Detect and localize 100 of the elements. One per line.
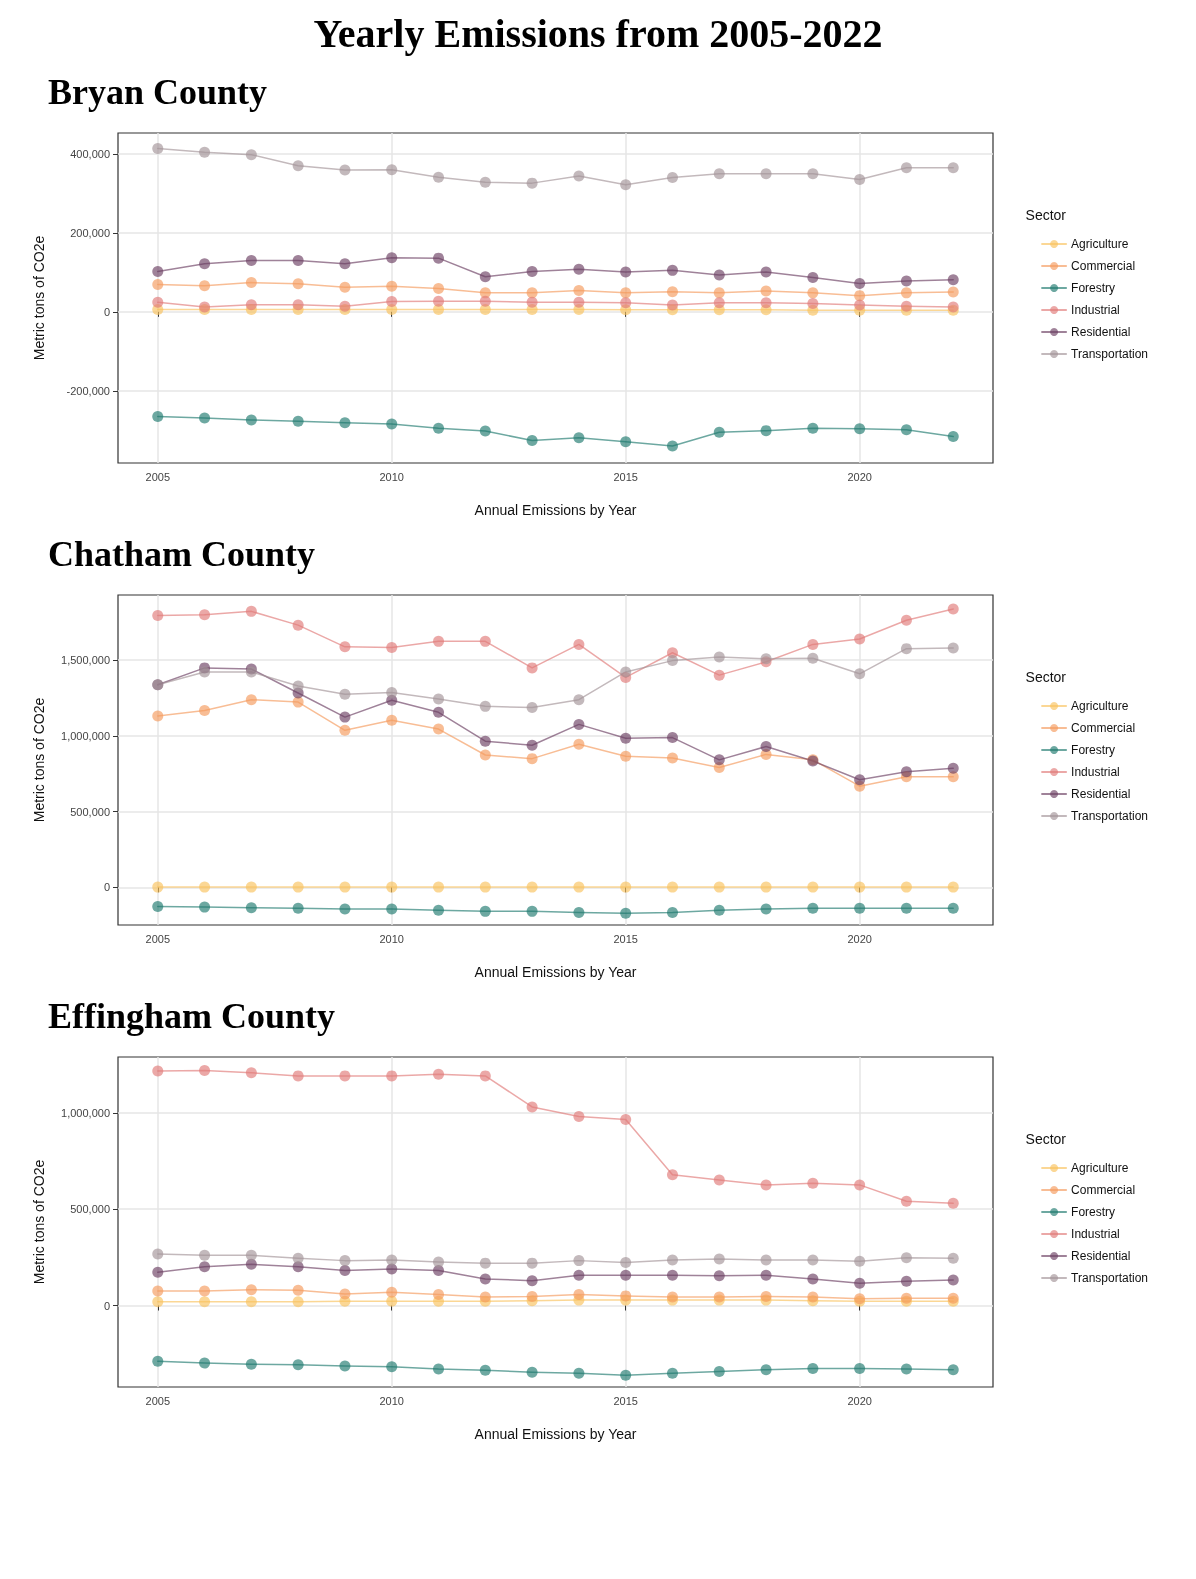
point xyxy=(666,286,678,298)
point xyxy=(713,669,725,681)
point xyxy=(573,432,585,444)
point xyxy=(152,1065,164,1077)
point xyxy=(199,258,211,270)
point xyxy=(666,655,678,667)
point xyxy=(479,295,491,307)
point xyxy=(152,1285,164,1297)
point xyxy=(292,619,304,631)
point xyxy=(245,277,257,289)
point xyxy=(807,1273,819,1285)
point xyxy=(152,901,164,913)
legend-label: Commercial xyxy=(1071,1183,1136,1197)
point xyxy=(292,1070,304,1082)
legend-label: Industrial xyxy=(1071,765,1120,779)
x-tick-label: 2005 xyxy=(145,1394,171,1407)
point xyxy=(620,666,632,678)
point xyxy=(900,300,912,312)
point xyxy=(760,297,772,309)
point xyxy=(900,766,912,778)
point xyxy=(573,285,585,296)
point xyxy=(526,435,538,446)
point xyxy=(947,642,959,654)
point xyxy=(433,1289,445,1301)
point xyxy=(433,706,445,718)
point xyxy=(152,1248,164,1260)
point xyxy=(152,266,164,278)
point xyxy=(947,881,959,893)
point xyxy=(386,164,398,176)
point xyxy=(947,902,959,914)
point xyxy=(666,1254,678,1266)
x-tick-label: 2005 xyxy=(145,470,171,483)
point xyxy=(713,287,725,299)
point xyxy=(339,258,351,270)
point xyxy=(900,614,912,626)
point xyxy=(807,638,819,650)
point xyxy=(386,252,398,264)
point xyxy=(433,283,445,295)
point xyxy=(479,881,491,893)
point xyxy=(573,263,585,275)
point xyxy=(199,1064,211,1076)
point xyxy=(386,1254,398,1266)
point xyxy=(573,1111,585,1123)
point xyxy=(339,711,351,723)
point xyxy=(573,718,585,730)
point xyxy=(386,881,398,893)
point xyxy=(479,1257,491,1269)
point xyxy=(666,172,678,184)
point xyxy=(760,881,772,893)
x-tick-label: 2015 xyxy=(613,470,638,483)
point xyxy=(666,881,678,893)
point xyxy=(807,1254,819,1266)
legend-label: Agriculture xyxy=(1071,1161,1129,1175)
y-tick-label: 500,000 xyxy=(70,805,110,818)
point xyxy=(152,710,164,722)
y-tick-label: 1,000,000 xyxy=(61,1106,110,1119)
point xyxy=(433,723,445,735)
point xyxy=(152,410,164,422)
point xyxy=(854,633,866,645)
point xyxy=(386,686,398,698)
y-tick-label: 0 xyxy=(103,881,110,894)
point xyxy=(245,149,257,161)
y-tick-label: 200,000 xyxy=(70,226,110,239)
point xyxy=(199,1249,211,1261)
point xyxy=(947,603,959,615)
point xyxy=(479,1364,491,1376)
point xyxy=(526,662,538,674)
point xyxy=(807,298,819,310)
point xyxy=(807,287,819,299)
y-tick-label: 1,500,000 xyxy=(61,654,110,666)
point xyxy=(199,412,211,424)
point xyxy=(292,902,304,914)
y-axis-title: Metric tons of CO2e xyxy=(31,697,47,823)
point xyxy=(386,1263,398,1275)
point xyxy=(900,424,912,436)
point xyxy=(854,290,866,302)
point xyxy=(713,881,725,893)
point xyxy=(620,436,632,448)
point xyxy=(433,1068,445,1080)
point xyxy=(292,680,304,692)
point xyxy=(900,643,912,655)
legend-label: Commercial xyxy=(1071,259,1136,273)
point xyxy=(526,701,538,713)
point xyxy=(620,1369,632,1381)
point xyxy=(526,739,538,751)
point xyxy=(245,1249,257,1261)
x-tick-label: 2020 xyxy=(847,470,872,483)
point xyxy=(339,417,351,429)
legend-label: Industrial xyxy=(1071,303,1120,317)
point xyxy=(620,297,632,309)
point xyxy=(292,881,304,893)
point xyxy=(947,431,959,443)
point xyxy=(292,1359,304,1371)
point xyxy=(292,696,304,708)
point xyxy=(339,1360,351,1372)
point xyxy=(386,296,398,308)
point xyxy=(386,714,398,726)
point xyxy=(152,142,164,154)
point xyxy=(854,277,866,289)
point xyxy=(433,881,445,893)
